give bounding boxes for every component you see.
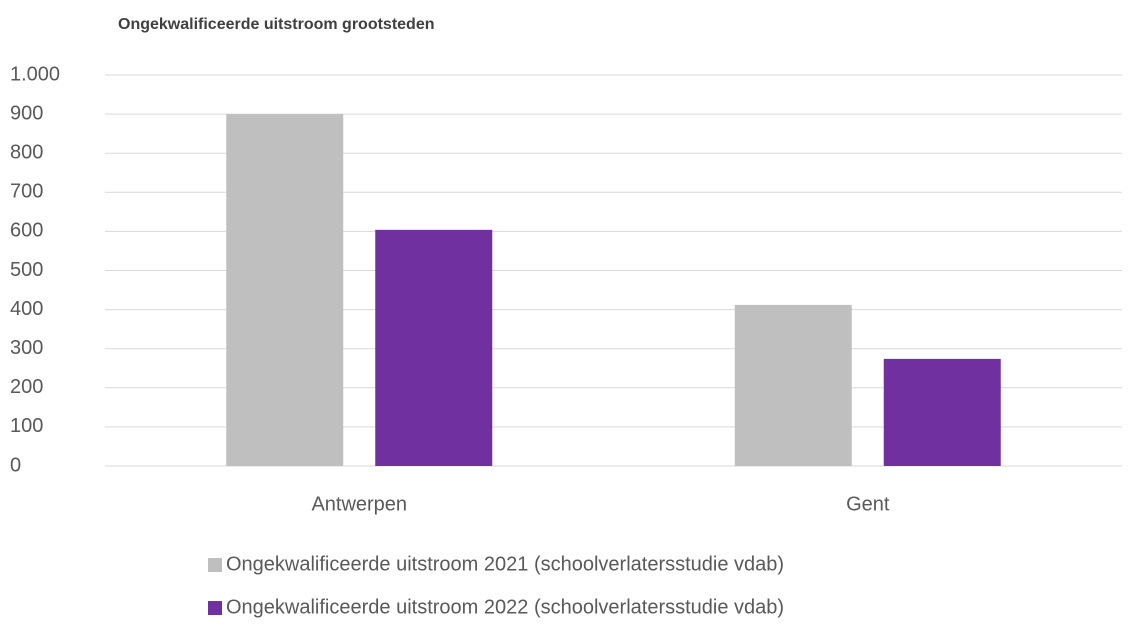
y-tick-label: 900: [10, 102, 43, 124]
y-tick-label: 500: [10, 259, 43, 281]
bar: [375, 229, 493, 466]
y-tick-label: 0: [10, 454, 21, 476]
y-tick-label: 300: [10, 337, 43, 359]
y-tick-label: 400: [10, 298, 43, 320]
y-tick-label: 200: [10, 376, 43, 398]
legend-label: Ongekwalificeerde uitstroom 2021 (school…: [226, 553, 784, 575]
x-tick-label: Gent: [846, 493, 890, 515]
bar: [734, 304, 852, 466]
y-tick-label: 1.000: [10, 63, 60, 85]
bar: [883, 358, 1001, 466]
legend-swatch: [208, 601, 222, 615]
chart-title: Ongekwalificeerde uitstroom grootsteden: [118, 16, 435, 33]
y-tick-label: 800: [10, 141, 43, 163]
bar: [226, 114, 344, 466]
y-tick-label: 700: [10, 181, 43, 203]
y-tick-label: 100: [10, 415, 43, 437]
x-tick-label: Antwerpen: [311, 493, 407, 515]
legend-swatch: [208, 558, 222, 572]
legend-label: Ongekwalificeerde uitstroom 2022 (school…: [226, 596, 784, 618]
y-tick-label: 600: [10, 220, 43, 242]
